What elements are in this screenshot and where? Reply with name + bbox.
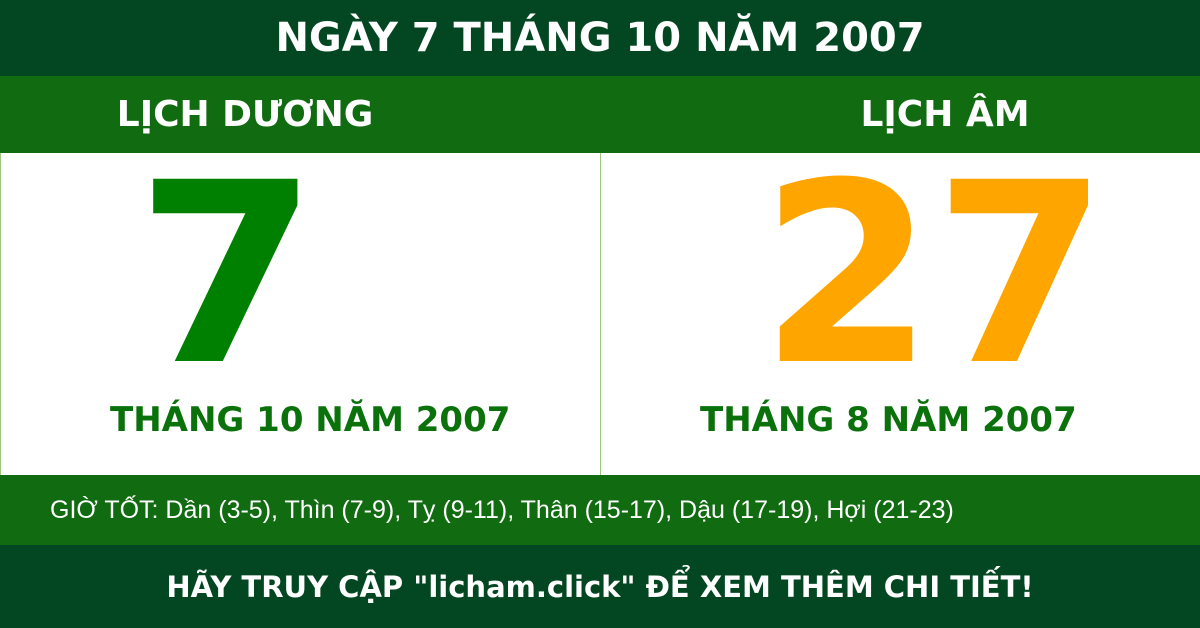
solar-day: 7: [135, 129, 319, 420]
lunar-heading: LỊCH ÂM: [860, 94, 1030, 135]
lunar-day: 27: [760, 129, 1108, 420]
column-divider: [600, 153, 601, 475]
column-headings: LỊCH DƯƠNG LỊCH ÂM: [0, 76, 1200, 153]
page-title: NGÀY 7 THÁNG 10 NĂM 2007: [0, 0, 1200, 76]
left-border: [0, 153, 1, 475]
solar-month-year: THÁNG 10 NĂM 2007: [110, 400, 511, 440]
footer-cta: HÃY TRUY CẬP "licham.click" ĐỂ XEM THÊM …: [0, 545, 1200, 628]
solar-heading: LỊCH DƯƠNG: [116, 94, 374, 135]
good-hours: GIỜ TỐT: Dần (3-5), Thìn (7-9), Tỵ (9-11…: [0, 475, 1200, 545]
lunar-month-year: THÁNG 8 NĂM 2007: [700, 400, 1077, 440]
